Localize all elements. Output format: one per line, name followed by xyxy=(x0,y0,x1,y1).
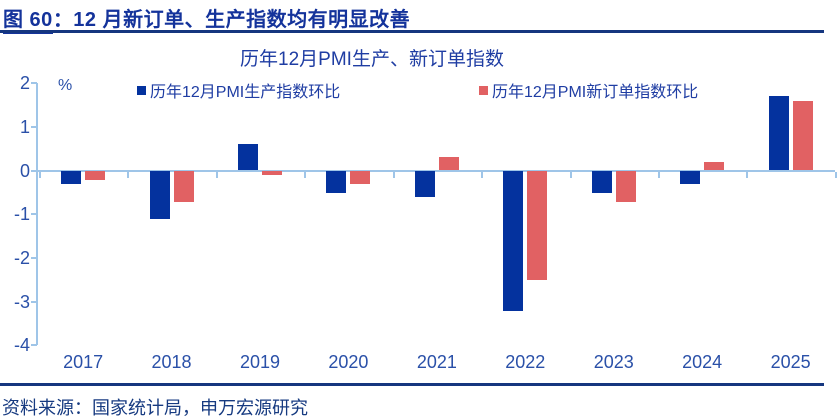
bar-new-orders-2021 xyxy=(438,157,459,171)
bar-new-orders-2018 xyxy=(173,171,194,202)
x-axis-tick xyxy=(127,171,130,178)
bar-new-orders-2020 xyxy=(350,171,371,185)
bar-production-2019 xyxy=(237,144,258,171)
bar-new-orders-2023 xyxy=(615,171,636,202)
y-tick-label: 1 xyxy=(19,116,30,137)
legend-label-new-orders: 历年12月PMI新订单指数环比 xyxy=(492,84,699,101)
bar-new-orders-2024 xyxy=(704,161,725,171)
bar-new-orders-2022 xyxy=(527,171,548,281)
x-axis-zero-line xyxy=(37,169,835,172)
x-axis-tick xyxy=(569,171,572,178)
y-tick-label: -3 xyxy=(13,291,30,312)
figure-title: 图 60：12 月新订单、生产指数均有明显改善 xyxy=(3,3,411,34)
figure-number-label: 图 60 xyxy=(3,9,53,34)
x-axis-tick xyxy=(392,171,395,178)
x-tick-label: 2017 xyxy=(63,352,104,372)
title-rule xyxy=(0,30,824,33)
legend-swatch-new-orders-icon xyxy=(479,86,488,95)
x-tick-label: 2020 xyxy=(328,352,369,372)
y-axis-tick xyxy=(31,256,37,259)
footer-rule xyxy=(0,383,824,386)
bar-new-orders-2019 xyxy=(261,171,282,176)
y-tick-label: -2 xyxy=(13,247,30,268)
y-axis-tick xyxy=(31,300,37,303)
y-axis-tick xyxy=(31,213,37,216)
legend-item-production: 历年12月PMI生产指数环比 xyxy=(137,78,340,102)
x-axis-tick xyxy=(304,171,307,178)
legend-item-new-orders: 历年12月PMI新订单指数环比 xyxy=(479,78,698,102)
x-axis-tick xyxy=(215,171,218,178)
bar-new-orders-2025 xyxy=(792,100,813,171)
x-axis-tick xyxy=(657,171,660,178)
x-axis-tick xyxy=(38,171,41,178)
x-tick-label: 2022 xyxy=(505,352,546,372)
bar-production-2017 xyxy=(61,171,82,185)
x-tick-label: 2025 xyxy=(770,352,811,372)
figure-title-text: ：12 月新订单、生产指数均有明显改善 xyxy=(52,9,411,31)
bar-production-2023 xyxy=(591,171,612,193)
bar-production-2018 xyxy=(149,171,170,220)
x-axis-tick xyxy=(746,171,749,178)
y-axis-tick xyxy=(31,169,37,172)
legend-swatch-production-icon xyxy=(137,86,146,95)
bar-production-2024 xyxy=(680,171,701,185)
source-note: 资料来源：国家统计局，申万宏源研究 xyxy=(2,398,308,418)
bar-production-2022 xyxy=(503,171,524,311)
legend-label-production: 历年12月PMI生产指数环比 xyxy=(150,84,341,101)
y-tick-label: -1 xyxy=(13,204,30,225)
y-axis-tick xyxy=(31,125,37,128)
x-axis-tick xyxy=(834,171,837,178)
y-axis-tick xyxy=(31,344,37,347)
x-tick-label: 2021 xyxy=(416,352,457,372)
y-axis-line xyxy=(36,83,38,346)
x-tick-label: 2018 xyxy=(151,352,192,372)
y-tick-label: 0 xyxy=(19,160,30,181)
chart-title: 历年12月PMI生产、新订单指数 xyxy=(240,49,504,70)
x-tick-label: 2023 xyxy=(593,352,634,372)
y-tick-label: 2 xyxy=(19,73,30,94)
x-tick-label: 2024 xyxy=(682,352,723,372)
y-tick-label: -4 xyxy=(13,335,30,356)
y-axis-unit-label: % xyxy=(58,77,73,94)
bar-new-orders-2017 xyxy=(85,171,106,180)
x-tick-label: 2019 xyxy=(239,352,280,372)
bar-production-2021 xyxy=(414,171,435,198)
y-axis-tick xyxy=(31,82,37,85)
x-axis-tick xyxy=(481,171,484,178)
bar-production-2020 xyxy=(326,171,347,193)
bar-production-2025 xyxy=(768,96,789,171)
